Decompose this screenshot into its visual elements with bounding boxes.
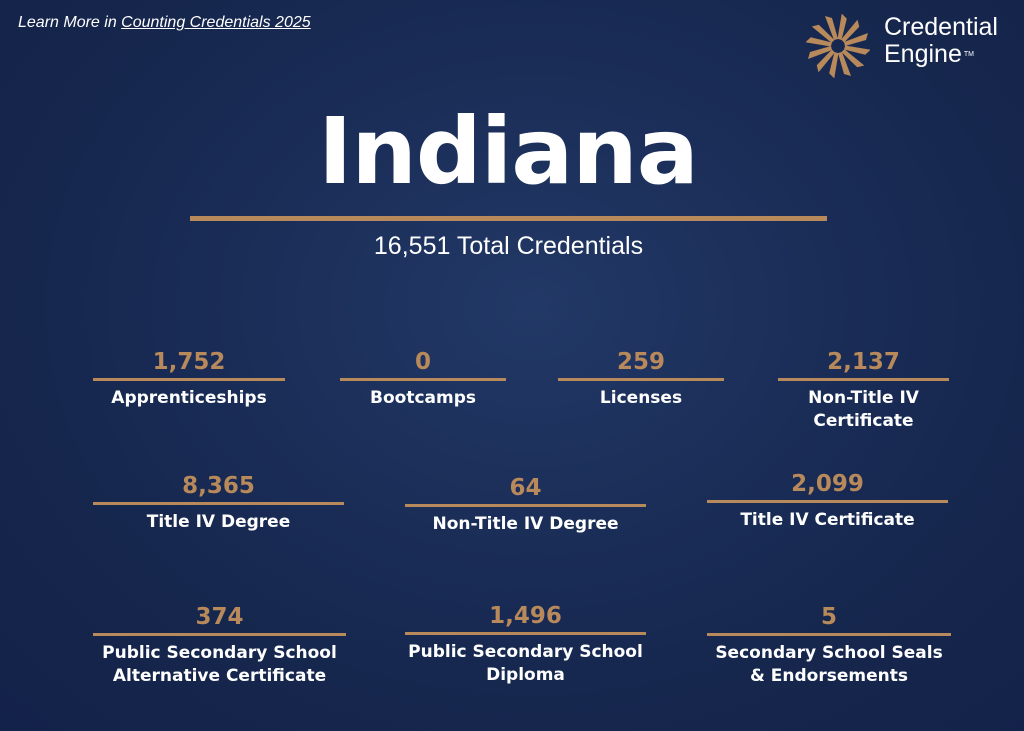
stat-value: 1,752 bbox=[152, 349, 226, 375]
stat-label: Non-Title IV Certificate bbox=[808, 388, 919, 431]
stat-divider bbox=[405, 504, 646, 507]
stat-non-title-iv-degree: 64 Non-Title IV Degree bbox=[405, 474, 646, 536]
stat-label: Public Secondary School Diploma bbox=[408, 642, 643, 685]
logo-line-2: Engine bbox=[884, 40, 962, 68]
stat-apprenticeships: 1,752 Apprenticeships bbox=[93, 348, 285, 410]
stat-value: 8,365 bbox=[182, 473, 255, 499]
stat-value: 259 bbox=[616, 349, 665, 375]
stat-label: Title IV Degree bbox=[146, 512, 291, 532]
stat-divider bbox=[93, 378, 285, 381]
logo-line-1: Credential bbox=[884, 13, 998, 41]
stat-divider bbox=[707, 633, 951, 636]
stat-value: 2,137 bbox=[827, 349, 900, 375]
stat-label: Apprenticeships bbox=[111, 388, 267, 408]
stat-divider bbox=[93, 633, 346, 636]
stat-value: 2,099 bbox=[791, 471, 864, 497]
stat-label: Licenses bbox=[599, 388, 683, 408]
logo-wordmark: Credential Engine TM bbox=[884, 14, 998, 68]
stat-bootcamps: 0 Bootcamps bbox=[340, 348, 506, 410]
credential-engine-logo-icon bbox=[806, 14, 870, 78]
total-credentials: 16,551 Total Credentials bbox=[373, 232, 644, 260]
stat-non-title-iv-certificate: 2,137 Non-Title IV Certificate bbox=[778, 348, 949, 433]
stat-value: 5 bbox=[820, 604, 837, 630]
counting-credentials-link[interactable]: Counting Credentials 2025 bbox=[121, 14, 311, 31]
stat-label: Non-Title IV Degree bbox=[432, 514, 619, 534]
stat-value: 1,496 bbox=[489, 603, 562, 629]
state-title: Indiana bbox=[318, 98, 699, 205]
stat-label: Title IV Certificate bbox=[740, 510, 915, 530]
stat-secondary-seals-endorsements: 5 Secondary School Seals & Endorsements bbox=[707, 603, 951, 688]
stat-label: Secondary School Seals & Endorsements bbox=[715, 643, 943, 686]
stat-divider bbox=[778, 378, 949, 381]
stat-label: Bootcamps bbox=[370, 388, 476, 408]
stat-value: 64 bbox=[509, 475, 542, 501]
stat-value: 0 bbox=[414, 349, 431, 375]
stat-divider bbox=[405, 632, 646, 635]
stat-label: Public Secondary School Alternative Cert… bbox=[102, 643, 337, 686]
stat-divider bbox=[340, 378, 506, 381]
stat-title-iv-degree: 8,365 Title IV Degree bbox=[93, 472, 344, 534]
stat-title-iv-certificate: 2,099 Title IV Certificate bbox=[707, 470, 948, 532]
stat-divider bbox=[93, 502, 344, 505]
stat-public-secondary-diploma: 1,496 Public Secondary School Diploma bbox=[405, 602, 646, 687]
stat-value: 374 bbox=[195, 604, 244, 630]
credential-engine-logo[interactable]: Credential Engine TM bbox=[806, 10, 1016, 78]
trademark: TM bbox=[963, 51, 974, 58]
stat-divider bbox=[707, 500, 948, 503]
title-underline bbox=[190, 216, 827, 221]
learn-more-text: Learn More in Counting Credentials 2025 bbox=[18, 14, 311, 32]
stat-licenses: 259 Licenses bbox=[558, 348, 724, 410]
learn-more-prefix: Learn More in bbox=[18, 14, 122, 31]
stat-divider bbox=[558, 378, 724, 381]
stat-public-secondary-alternative-certificate: 374 Public Secondary School Alternative … bbox=[93, 603, 346, 688]
